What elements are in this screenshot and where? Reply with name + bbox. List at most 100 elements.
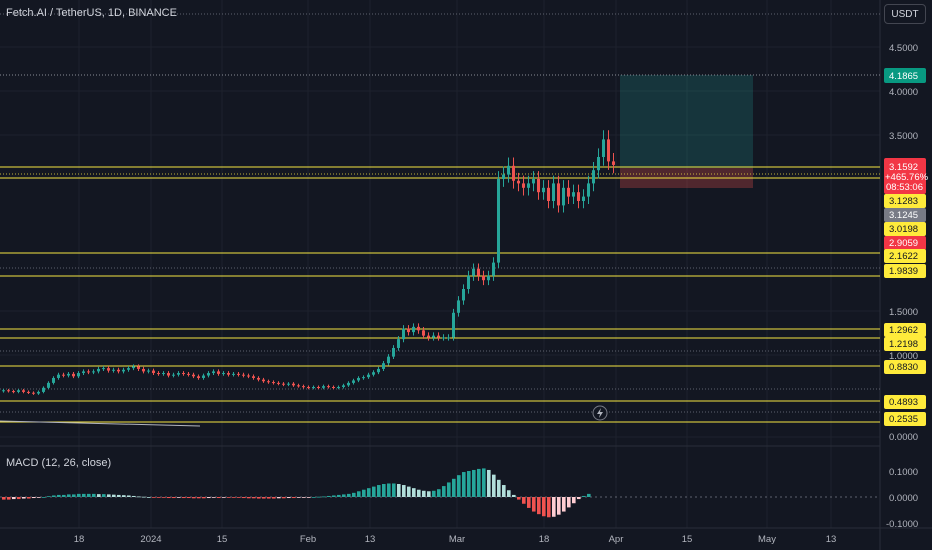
candle	[202, 373, 205, 380]
candle	[282, 382, 285, 387]
macd-bar	[62, 494, 66, 497]
macd-bar	[542, 497, 546, 517]
symbol-title[interactable]: Fetch.AI / TetherUS, 1D, BINANCE	[6, 7, 177, 19]
candle	[197, 374, 200, 380]
candle	[272, 380, 275, 385]
macd-tick: 0.0000	[889, 493, 918, 504]
candle	[337, 385, 340, 390]
candle	[512, 157, 515, 189]
level-badge	[884, 395, 926, 409]
level-badge-label: 3.1283	[889, 196, 918, 207]
macd-bar	[167, 497, 171, 499]
candle	[487, 270, 490, 286]
macd-bar	[497, 479, 501, 497]
macd-bar	[22, 497, 26, 499]
time-tick: Apr	[609, 534, 624, 545]
level-badge-label: 1.2198	[889, 339, 918, 350]
macd-bar	[282, 497, 286, 499]
candle	[502, 166, 505, 187]
candle	[72, 371, 75, 379]
price-tick: 1.0000	[889, 351, 918, 362]
macd-bar	[482, 468, 486, 497]
time-tick: 15	[682, 534, 693, 545]
macd-histogram	[2, 468, 591, 518]
trend-line[interactable]	[0, 420, 201, 427]
candle	[547, 180, 550, 209]
candle	[247, 373, 250, 379]
level-badge	[884, 323, 926, 337]
macd-bar	[232, 497, 236, 498]
candle	[462, 284, 465, 305]
candle	[162, 371, 165, 376]
candle	[52, 376, 55, 385]
macd-bar	[327, 495, 331, 497]
price-tick: 4.0000	[889, 87, 918, 98]
price-tick: 3.5000	[889, 131, 918, 142]
macd-bar	[357, 491, 361, 497]
time-tick: Feb	[300, 534, 316, 545]
candle	[137, 364, 140, 371]
candle	[377, 366, 380, 375]
macd-bar	[367, 488, 371, 497]
candle	[37, 390, 40, 395]
candle	[292, 382, 295, 387]
currency-button[interactable]: USDT	[884, 4, 926, 24]
candle	[267, 379, 270, 384]
candle	[477, 263, 480, 281]
macd-bar	[307, 497, 311, 498]
macd-scale[interactable]: 0.1000 0.0000 -0.1000	[886, 467, 918, 530]
candle	[467, 270, 470, 294]
macd-bar	[252, 497, 256, 499]
macd-bar	[57, 494, 61, 497]
candle	[517, 172, 520, 192]
candle	[562, 180, 565, 213]
macd-tick: 0.1000	[889, 467, 918, 478]
macd-bar	[472, 469, 476, 497]
lightning-icon[interactable]	[592, 405, 608, 421]
level-badge	[884, 249, 926, 263]
macd-bar	[392, 483, 396, 497]
macd-bar	[427, 491, 431, 497]
macd-indicator-title[interactable]: MACD (12, 26, close)	[6, 457, 112, 469]
macd-bar	[7, 497, 11, 500]
candle	[382, 360, 385, 371]
candle	[222, 371, 225, 376]
candle	[347, 381, 350, 387]
macd-bar	[152, 497, 156, 498]
countdown-label: 08:53:06	[886, 182, 923, 193]
candle	[182, 371, 185, 376]
candle	[367, 372, 370, 379]
candle	[457, 296, 460, 317]
macd-bar	[12, 497, 16, 500]
time-scale[interactable]: 18 2024 15 Feb 13 Mar 18 Apr 15 May 13	[74, 534, 837, 545]
macd-bar	[47, 496, 51, 498]
candle	[167, 371, 170, 378]
candle	[407, 325, 410, 336]
macd-bar	[257, 497, 261, 499]
time-tick: 15	[217, 534, 228, 545]
candle	[27, 390, 30, 395]
macd-bar	[342, 494, 346, 497]
candle	[152, 368, 155, 375]
long-position-tool[interactable]	[620, 75, 753, 188]
macd-bar	[302, 497, 306, 498]
candle	[557, 175, 560, 213]
candle	[527, 175, 530, 196]
candle	[237, 371, 240, 377]
gray-badge-label: 3.1245	[889, 210, 918, 221]
price-scale[interactable]: 4.5000 4.0000 3.5000 1.5000 1.0000 0.000…	[889, 43, 918, 443]
macd-bar	[127, 495, 131, 497]
candle	[97, 366, 100, 374]
macd-bar	[517, 497, 521, 500]
candle	[252, 374, 255, 380]
macd-bar	[162, 497, 166, 498]
candle	[482, 270, 485, 286]
macd-bar	[272, 497, 276, 499]
candle	[492, 257, 495, 281]
macd-bar	[52, 495, 56, 497]
candle	[107, 366, 110, 373]
macd-bar	[317, 496, 321, 498]
macd-bar	[137, 496, 141, 498]
candle	[472, 263, 475, 281]
